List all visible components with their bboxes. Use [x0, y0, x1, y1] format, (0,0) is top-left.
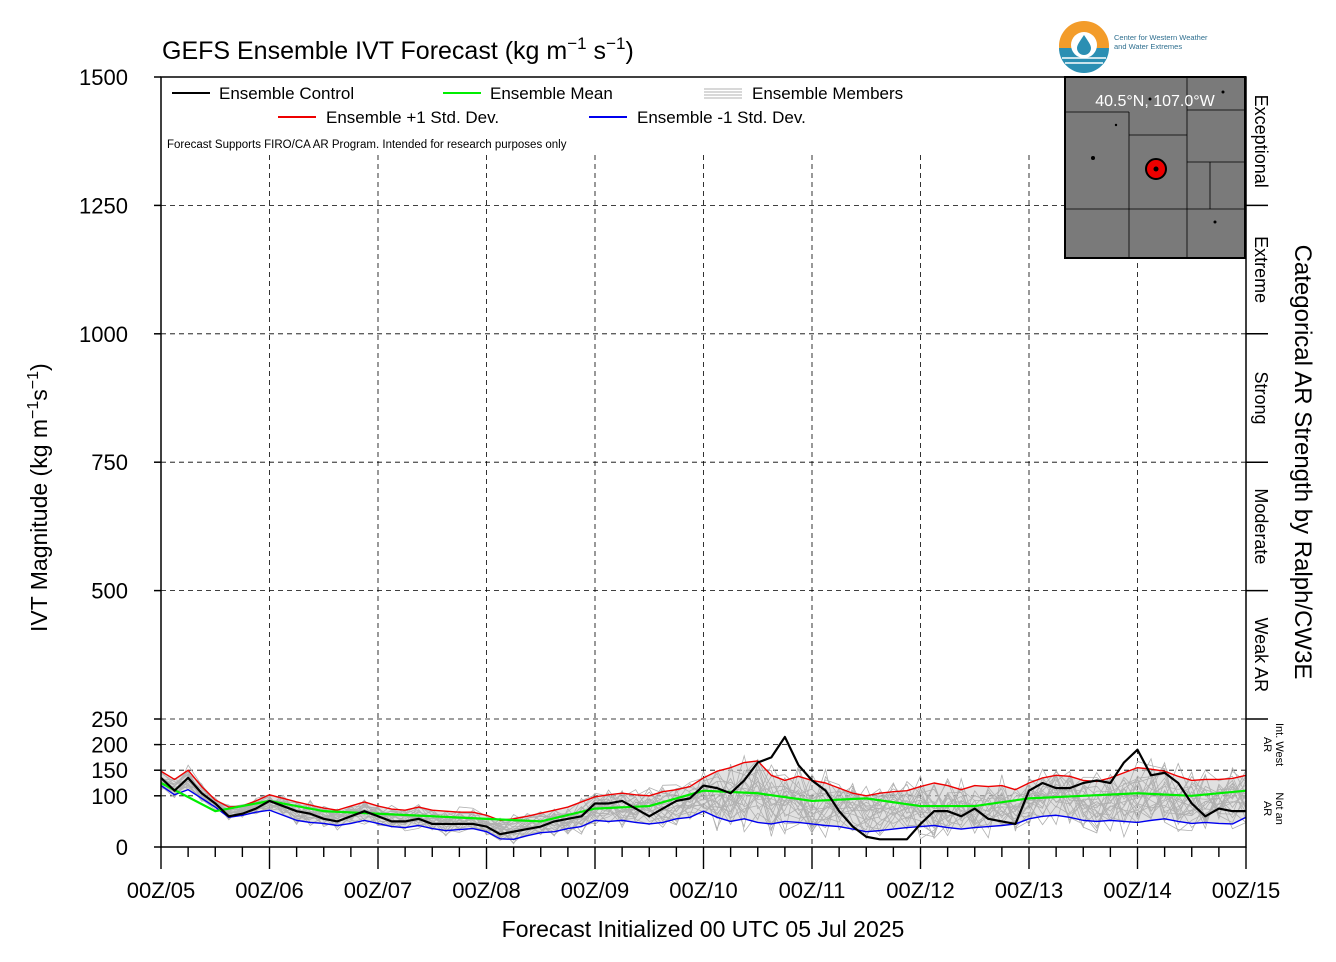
series-lines	[160, 735, 1247, 841]
mean-line	[160, 782, 1247, 823]
y-tick-label: 1500	[79, 65, 128, 90]
minus-std-line	[160, 784, 1247, 841]
chart-title: GEFS Ensemble IVT Forecast (kg m−1 s−1)	[162, 34, 634, 65]
y-tick-label: 750	[91, 450, 128, 475]
legend-members-label: Ensemble Members	[752, 84, 903, 103]
control-line	[160, 735, 1246, 841]
map-background	[1064, 76, 1246, 259]
x-tick-label: 00Z/08	[452, 878, 521, 903]
grid-lines	[161, 155, 1246, 847]
y-tick-label: 200	[91, 733, 128, 758]
x-tick-label: 00Z/11	[779, 878, 846, 903]
x-tick-label: 00Z/07	[344, 878, 413, 903]
category-label: Weak AR	[1251, 617, 1271, 692]
y-axis-label: IVT Magnitude (kg m−1s−1)	[25, 363, 52, 632]
plus-std-line	[160, 760, 1247, 822]
cw3e-logo-icon	[1059, 21, 1109, 73]
category-label: Extreme	[1251, 236, 1271, 303]
y-tick-label: 1250	[79, 193, 128, 218]
x-tick-label: 00Z/13	[995, 878, 1064, 903]
category-label: Not anAR	[1261, 792, 1285, 824]
y-tick-label: 1000	[79, 322, 128, 347]
ensemble-member-lines	[160, 754, 1247, 845]
cw3e-logo-text: Center for Western Weather and Water Extr…	[1114, 33, 1208, 51]
right-axis-label: Categorical AR Strength by Ralph/CW3E	[1289, 245, 1316, 680]
y-tick-label: 0	[116, 835, 128, 860]
location-marker-center	[1153, 166, 1159, 172]
x-axis-label: Forecast Initialized 00 UTC 05 Jul 2025	[502, 916, 905, 942]
legend-minus-std-label: Ensemble -1 Std. Dev.	[637, 108, 806, 127]
x-axis-ticks: 00Z/05 00Z/06 00Z/07 00Z/08 00Z/09 00Z/10 00Z/…	[127, 847, 1281, 903]
y-tick-label: 100	[91, 784, 128, 809]
legend-members-swatch	[704, 88, 742, 99]
research-note: Forecast Supports FIRO/CA AR Program. In…	[167, 139, 567, 151]
x-tick-label: 00Z/10	[669, 878, 738, 903]
legend-plus-std-label: Ensemble +1 Std. Dev.	[326, 108, 499, 127]
category-label: Int. WestAR	[1261, 723, 1285, 766]
x-tick-label: 00Z/14	[1103, 878, 1172, 903]
x-tick-label: 00Z/09	[561, 878, 630, 903]
legend: Ensemble Control Ensemble Mean Ensemble …	[167, 84, 903, 151]
legend-mean-label: Ensemble Mean	[490, 84, 613, 103]
x-tick-label: 00Z/06	[235, 878, 304, 903]
map-state-borders	[1065, 77, 1245, 258]
legend-control-label: Ensemble Control	[219, 84, 354, 103]
cw3e-logo: Center for Western Weather and Water Extr…	[1056, 18, 1246, 74]
category-axis: Exceptional Extreme Strong Moderate Weak AR I…	[1246, 95, 1285, 825]
map-water-bodies	[1091, 90, 1225, 224]
x-tick-label: 00Z/12	[886, 878, 955, 903]
x-tick-label: 00Z/15	[1212, 878, 1281, 903]
inset-map: 40.5°N, 107.0°W	[1064, 76, 1246, 259]
y-tick-label: 250	[91, 707, 128, 732]
y-tick-label: 150	[91, 758, 128, 783]
category-label: Moderate	[1251, 488, 1271, 564]
category-label: Strong	[1251, 371, 1271, 424]
ensemble-member-line	[160, 770, 1247, 834]
inset-location-label: 40.5°N, 107.0°W	[1095, 93, 1215, 110]
y-tick-label: 500	[91, 579, 128, 604]
x-tick-label: 00Z/05	[127, 878, 196, 903]
category-label: Exceptional	[1251, 95, 1271, 188]
